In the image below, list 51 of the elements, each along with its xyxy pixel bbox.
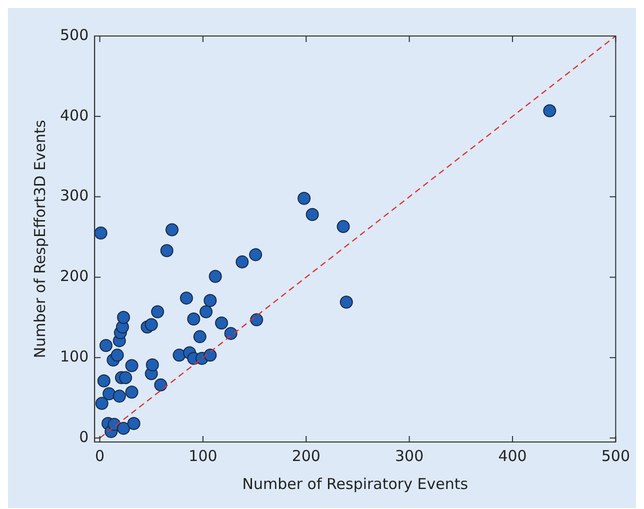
point: [95, 396, 108, 410]
y-tick-label: 0: [79, 428, 89, 446]
point: [97, 374, 110, 388]
point: [99, 339, 112, 352]
x-axis-title: Number of Respiratory Events: [242, 474, 468, 493]
point: [250, 313, 264, 326]
x-tick-label: 200: [292, 446, 320, 465]
point: [151, 305, 164, 318]
point: [160, 244, 174, 258]
point: [94, 226, 108, 240]
point: [249, 248, 262, 262]
point: [193, 330, 206, 344]
point: [187, 312, 200, 326]
x-tick-label: 400: [498, 446, 527, 465]
point: [146, 358, 159, 372]
point: [204, 348, 217, 362]
point: [166, 223, 179, 236]
y-axis-title: Number of RespEffort3D Events: [30, 120, 49, 358]
point: [125, 386, 138, 399]
point: [336, 220, 350, 234]
point: [236, 255, 249, 268]
point: [102, 387, 116, 400]
point: [200, 305, 213, 318]
y-tick-label: 100: [60, 347, 89, 366]
point: [180, 292, 193, 305]
x-tick-label: 0: [95, 446, 105, 465]
point: [215, 316, 228, 330]
y-tick-label: 500: [60, 26, 89, 44]
point: [117, 422, 130, 435]
point: [125, 359, 138, 372]
point: [119, 371, 132, 384]
point: [298, 192, 311, 205]
x-tick-label: 100: [188, 446, 218, 465]
point: [208, 270, 222, 283]
point: [543, 104, 556, 118]
x-tick-label: 300: [395, 446, 424, 465]
x-tick-label: 500: [601, 446, 630, 465]
y-tick-label: 300: [60, 186, 89, 205]
point: [117, 310, 130, 324]
point: [306, 208, 319, 221]
point: [172, 348, 186, 362]
point: [224, 326, 238, 340]
point: [154, 378, 168, 392]
point: [340, 296, 353, 309]
point: [144, 318, 158, 332]
point: [204, 294, 217, 308]
y-tick-label: 200: [60, 267, 89, 286]
point: [112, 390, 126, 403]
point: [127, 417, 140, 430]
y-tick-label: 400: [60, 106, 89, 124]
point: [110, 348, 124, 362]
